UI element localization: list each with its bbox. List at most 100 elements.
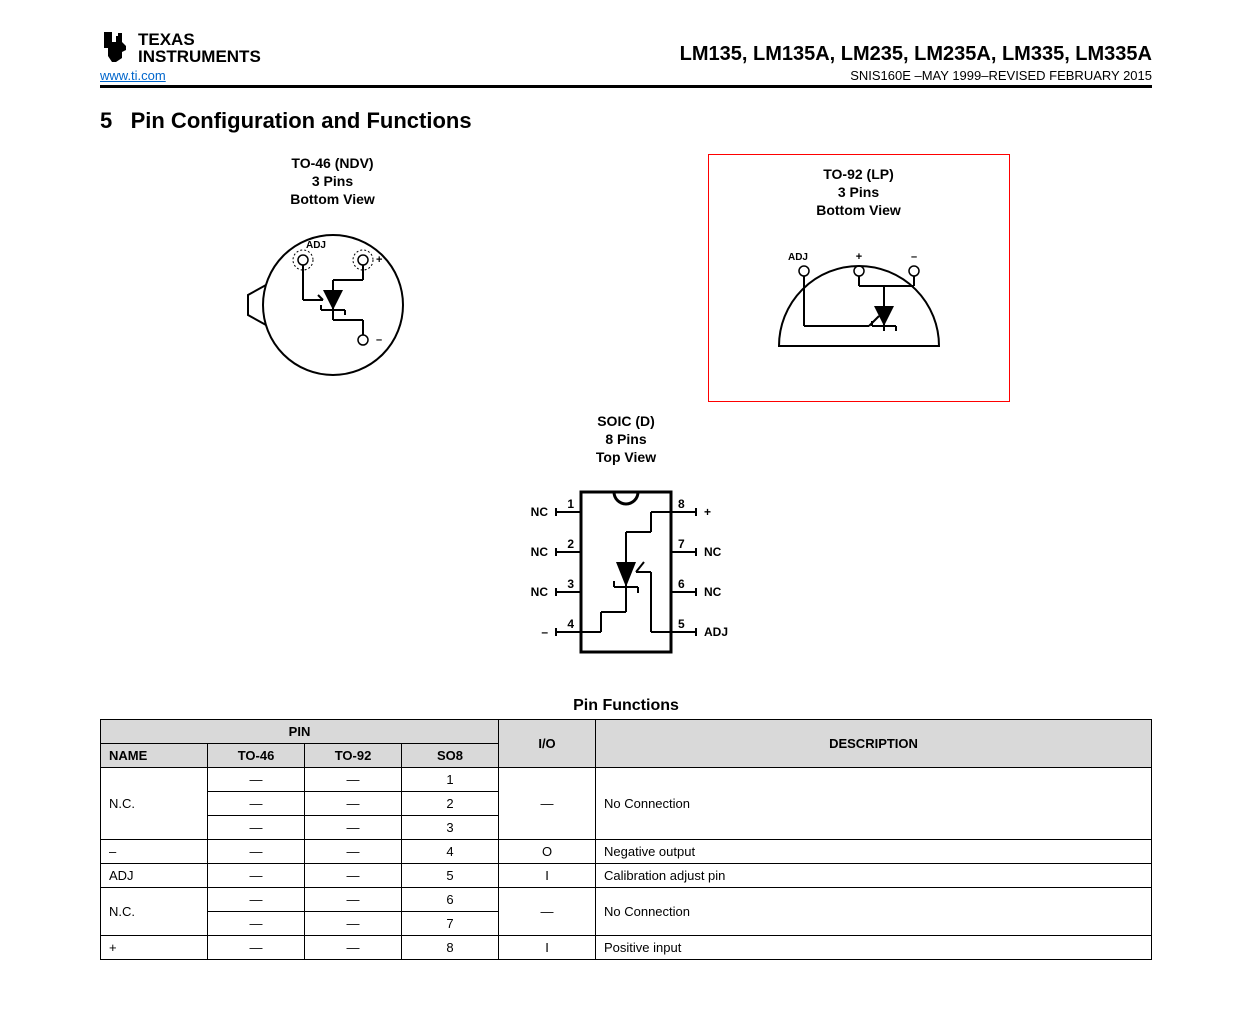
cell-so8: 8	[402, 936, 499, 960]
svg-text:NC: NC	[531, 585, 549, 599]
svg-text:8: 8	[678, 497, 685, 511]
svg-text:7: 7	[678, 537, 685, 551]
cell-name: N.C.	[101, 768, 208, 840]
cell-name: +	[101, 936, 208, 960]
package-to46: TO-46 (NDV) 3 Pins Bottom View	[243, 154, 423, 402]
table-body: N.C.——1—No Connection——2——3–——4ONegative…	[101, 768, 1152, 960]
cell-desc: No Connection	[596, 888, 1152, 936]
cell-desc: Negative output	[596, 840, 1152, 864]
table-row: N.C.——6—No Connection	[101, 888, 1152, 912]
table-row: ADJ——5ICalibration adjust pin	[101, 864, 1152, 888]
cell-io: —	[499, 888, 596, 936]
package-to92-highlight: TO-92 (LP) 3 Pins Bottom View	[708, 154, 1010, 402]
cell-name: ADJ	[101, 864, 208, 888]
logo-block: TEXAS INSTRUMENTS	[100, 30, 261, 66]
cell-so8: 5	[402, 864, 499, 888]
cell-name: N.C.	[101, 888, 208, 936]
page: TEXAS INSTRUMENTS LM135, LM135A, LM235, …	[0, 0, 1252, 990]
table-row: +——8IPositive input	[101, 936, 1152, 960]
cell-desc: Positive input	[596, 936, 1152, 960]
company-bottom: INSTRUMENTS	[138, 47, 261, 66]
pin-functions-table: PIN I/O DESCRIPTION NAME TO-46 TO-92 SO8…	[100, 719, 1152, 960]
url-link[interactable]: www.ti.com	[100, 68, 166, 83]
cell-to46: —	[208, 816, 305, 840]
svg-text:–: –	[376, 334, 382, 346]
cell-to46: —	[208, 840, 305, 864]
table-title: Pin Functions	[100, 697, 1152, 715]
table-head: PIN I/O DESCRIPTION NAME TO-46 TO-92 SO8	[101, 720, 1152, 768]
svg-text:ADJ: ADJ	[704, 625, 728, 639]
sub-header: www.ti.com SNIS160E –MAY 1999–REVISED FE…	[100, 68, 1152, 88]
cell-to92: —	[305, 840, 402, 864]
svg-text:ADJ: ADJ	[787, 252, 807, 263]
soic-diagram: 1 2 3 4 8 7 6 5 NC NC NC – + NC NC	[496, 472, 756, 672]
cell-desc: Calibration adjust pin	[596, 864, 1152, 888]
cell-so8: 3	[402, 816, 499, 840]
th-io: I/O	[499, 720, 596, 768]
cell-so8: 7	[402, 912, 499, 936]
section-title: 5 Pin Configuration and Functions	[100, 108, 1152, 134]
th-so8: SO8	[402, 744, 499, 768]
cell-to46: —	[208, 888, 305, 912]
cell-name: –	[101, 840, 208, 864]
header-row: TEXAS INSTRUMENTS LM135, LM135A, LM235, …	[100, 30, 1152, 66]
cell-so8: 2	[402, 792, 499, 816]
cell-to46: —	[208, 912, 305, 936]
cell-io: I	[499, 936, 596, 960]
svg-text:NC: NC	[531, 545, 549, 559]
cell-to46: —	[208, 768, 305, 792]
cell-to46: —	[208, 792, 305, 816]
th-name: NAME	[101, 744, 208, 768]
cell-io: O	[499, 840, 596, 864]
package-title: TO-92 (LP) 3 Pins Bottom View	[749, 165, 969, 220]
svg-text:3: 3	[567, 577, 574, 591]
soic-row: SOIC (D) 8 Pins Top View	[100, 412, 1152, 678]
cell-io: I	[499, 864, 596, 888]
to46-diagram: ADJ + –	[243, 215, 423, 385]
svg-text:–: –	[910, 251, 916, 263]
table-row: –——4ONegative output	[101, 840, 1152, 864]
svg-text:4: 4	[567, 617, 574, 631]
product-line: LM135, LM135A, LM235, LM235A, LM335, LM3…	[680, 43, 1152, 66]
cell-so8: 6	[402, 888, 499, 912]
svg-text:NC: NC	[531, 505, 549, 519]
cell-to46: —	[208, 864, 305, 888]
th-pin: PIN	[101, 720, 499, 744]
svg-text:–: –	[541, 625, 548, 639]
package-title: SOIC (D) 8 Pins Top View	[496, 412, 756, 467]
svg-text:1: 1	[567, 497, 574, 511]
cell-to92: —	[305, 912, 402, 936]
svg-text:+: +	[376, 254, 382, 266]
svg-text:2: 2	[567, 537, 574, 551]
section-heading: Pin Configuration and Functions	[131, 108, 472, 133]
cell-io: —	[499, 768, 596, 840]
package-title: TO-46 (NDV) 3 Pins Bottom View	[243, 154, 423, 209]
to92-diagram: ADJ + –	[749, 226, 969, 386]
svg-text:NC: NC	[704, 545, 722, 559]
svg-text:6: 6	[678, 577, 685, 591]
section-number: 5	[100, 108, 112, 133]
cell-so8: 4	[402, 840, 499, 864]
cell-to92: —	[305, 864, 402, 888]
table-row: N.C.——1—No Connection	[101, 768, 1152, 792]
doc-rev: SNIS160E –MAY 1999–REVISED FEBRUARY 2015	[850, 68, 1152, 83]
th-to46: TO-46	[208, 744, 305, 768]
svg-text:NC: NC	[704, 585, 722, 599]
cell-so8: 1	[402, 768, 499, 792]
cell-to92: —	[305, 768, 402, 792]
th-to92: TO-92	[305, 744, 402, 768]
cell-to92: —	[305, 792, 402, 816]
cell-to92: —	[305, 816, 402, 840]
svg-text:+: +	[704, 505, 711, 519]
package-soic: SOIC (D) 8 Pins Top View	[496, 412, 756, 678]
cell-to46: —	[208, 936, 305, 960]
cell-to92: —	[305, 936, 402, 960]
logo-text: TEXAS INSTRUMENTS	[138, 31, 261, 65]
svg-text:+: +	[855, 251, 861, 263]
cell-to92: —	[305, 888, 402, 912]
svg-text:5: 5	[678, 617, 685, 631]
svg-text:ADJ: ADJ	[305, 240, 325, 251]
packages-row: TO-46 (NDV) 3 Pins Bottom View	[100, 154, 1152, 402]
ti-logo-icon	[100, 30, 132, 66]
th-desc: DESCRIPTION	[596, 720, 1152, 768]
